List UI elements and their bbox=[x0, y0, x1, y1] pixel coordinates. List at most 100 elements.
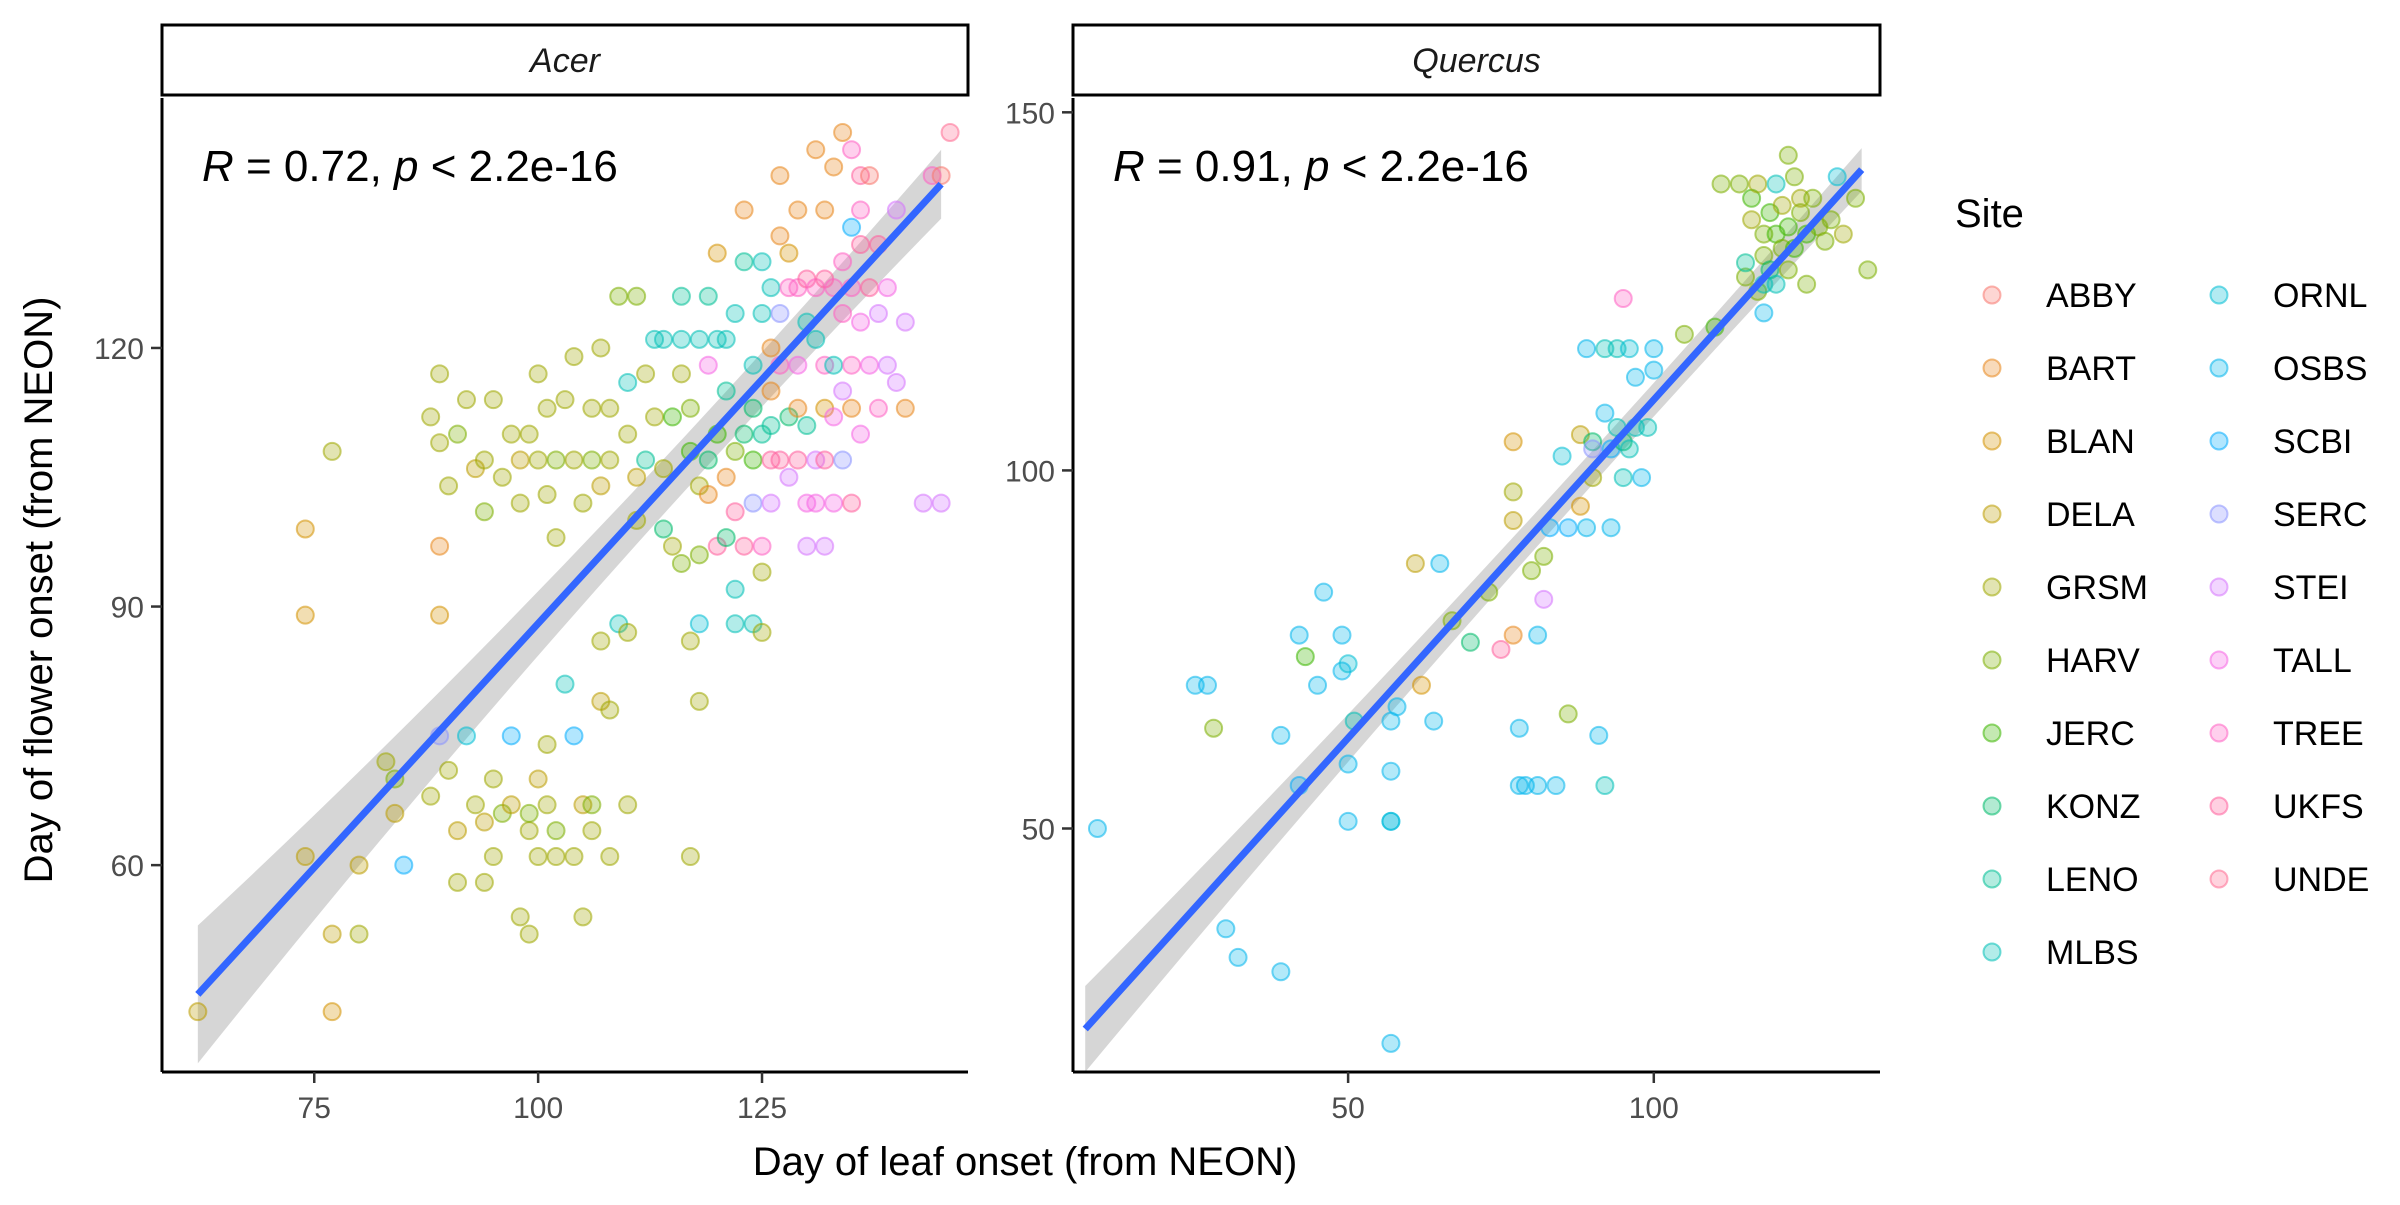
data-point-harv bbox=[519, 803, 539, 823]
data-point-osbs bbox=[1338, 811, 1358, 831]
data-point-abby bbox=[931, 166, 951, 186]
data-point-harv bbox=[1204, 718, 1224, 738]
data-point-dela bbox=[1405, 554, 1425, 574]
data-point-mlbs bbox=[716, 329, 736, 349]
data-point-grsm bbox=[510, 907, 530, 927]
legend-key bbox=[1982, 723, 2002, 743]
data-point-ukfs bbox=[725, 502, 745, 522]
y-tick-label: 50 bbox=[1022, 814, 1055, 847]
data-point-ukfs bbox=[842, 493, 862, 513]
data-point-ornl bbox=[1381, 811, 1401, 831]
data-point-grsm bbox=[430, 364, 450, 384]
legend-item-leno: LENO bbox=[1982, 861, 2139, 899]
data-point-grsm bbox=[1748, 174, 1768, 194]
data-point-serc bbox=[743, 493, 763, 513]
data-point-ornl bbox=[689, 614, 709, 634]
y-tick-label: 120 bbox=[94, 333, 144, 366]
panel-quercus: Quercus 50 100 50 100 150 R = 0.91, p < 2.2e-1… bbox=[1005, 23, 1882, 1125]
confidence-band bbox=[197, 149, 942, 1064]
data-point-osbs bbox=[1632, 468, 1652, 488]
data-point-abby bbox=[859, 166, 879, 186]
legend-key bbox=[1982, 869, 2002, 889]
data-point-harv bbox=[1711, 174, 1731, 194]
data-point-ukfs bbox=[1491, 639, 1511, 659]
data-point-stei bbox=[913, 493, 933, 513]
legend-item-konz: KONZ bbox=[1982, 788, 2140, 826]
data-point-grsm bbox=[510, 493, 530, 513]
data-point-harv bbox=[1674, 324, 1694, 344]
data-point-harv bbox=[671, 553, 691, 573]
data-point-jerc bbox=[743, 450, 763, 470]
data-point-mlbs bbox=[1619, 439, 1639, 459]
data-point-bart bbox=[806, 140, 826, 160]
legend-key bbox=[2209, 431, 2229, 451]
data-point-dela bbox=[510, 450, 530, 470]
data-point-stei bbox=[797, 536, 817, 556]
x-tick-label: 75 bbox=[298, 1092, 331, 1125]
legend-label: TALL bbox=[2273, 642, 2352, 680]
data-point-bart bbox=[1503, 625, 1523, 645]
data-point-grsm bbox=[582, 398, 602, 418]
data-point-grsm bbox=[1772, 195, 1792, 215]
data-point-mlbs bbox=[752, 303, 772, 323]
y-tick-label: 100 bbox=[1005, 455, 1055, 488]
data-point-bart bbox=[734, 200, 754, 220]
data-point-grsm bbox=[537, 484, 557, 504]
data-point-tall bbox=[859, 355, 879, 375]
data-point-leno bbox=[797, 416, 817, 436]
data-point-konz bbox=[698, 450, 718, 470]
data-point-mlbs bbox=[1766, 174, 1786, 194]
panel-acer: Acer 75 100 125 60 90 120 R = 0.72, p < 2.2e-16 bbox=[94, 23, 970, 1125]
data-point-grsm bbox=[752, 562, 772, 582]
data-point-grsm bbox=[645, 407, 665, 427]
legend-item-osbs: OSBS bbox=[2209, 350, 2367, 388]
data-point-grsm bbox=[474, 450, 494, 470]
data-point-grsm bbox=[528, 364, 548, 384]
legend-label: BLAN bbox=[2046, 423, 2135, 461]
data-point-ukfs bbox=[815, 450, 835, 470]
data-point-bart bbox=[842, 398, 862, 418]
data-point-bart bbox=[788, 398, 808, 418]
data-point-ukfs bbox=[788, 450, 808, 470]
data-point-osbs bbox=[1595, 403, 1615, 423]
x-tick-label: 125 bbox=[737, 1092, 787, 1125]
data-point-grsm bbox=[528, 450, 548, 470]
data-point-grsm bbox=[501, 424, 521, 444]
legend-label: TREE bbox=[2273, 715, 2364, 753]
regression-line bbox=[195, 181, 944, 997]
legend-label: UNDE bbox=[2273, 861, 2369, 899]
data-point-stei bbox=[886, 372, 906, 392]
data-point-grsm bbox=[600, 847, 620, 867]
data-point-blan bbox=[322, 1002, 342, 1022]
data-point-stei bbox=[833, 381, 853, 401]
data-point-dela bbox=[474, 812, 494, 832]
data-point-ornl bbox=[1338, 654, 1358, 674]
data-point-harv bbox=[546, 821, 566, 841]
data-point-osbs bbox=[1198, 675, 1217, 695]
data-point-grsm bbox=[537, 734, 557, 754]
panels-layer: Acer 75 100 125 60 90 120 R = 0.72, p < 2.2e-16… bbox=[94, 23, 1882, 1125]
data-point-grsm bbox=[564, 847, 584, 867]
data-point-bart bbox=[716, 467, 736, 487]
data-point-osbs bbox=[1289, 625, 1309, 645]
data-point-grsm bbox=[430, 433, 450, 453]
data-point-grsm bbox=[376, 752, 396, 772]
legend-label: SERC bbox=[2273, 496, 2367, 534]
data-point-konz bbox=[1583, 432, 1603, 452]
data-point-osbs bbox=[1381, 1033, 1401, 1053]
legend-label: MLBS bbox=[2046, 934, 2139, 972]
data-point-grsm bbox=[752, 622, 772, 642]
data-point-serc bbox=[1583, 439, 1603, 459]
data-point-grsm bbox=[600, 398, 620, 418]
legend-key bbox=[2209, 577, 2229, 597]
legend-item-dela: DELA bbox=[1982, 496, 2135, 534]
data-point-osbs bbox=[1577, 339, 1597, 359]
legend-label: ORNL bbox=[2273, 277, 2367, 315]
data-point-stei bbox=[1534, 589, 1554, 609]
data-point-bart bbox=[895, 398, 915, 418]
data-point-konz bbox=[716, 528, 736, 548]
data-point-grsm bbox=[465, 795, 485, 815]
data-point-dela bbox=[385, 803, 405, 823]
data-point-bart bbox=[761, 381, 781, 401]
data-point-blan bbox=[707, 243, 727, 263]
